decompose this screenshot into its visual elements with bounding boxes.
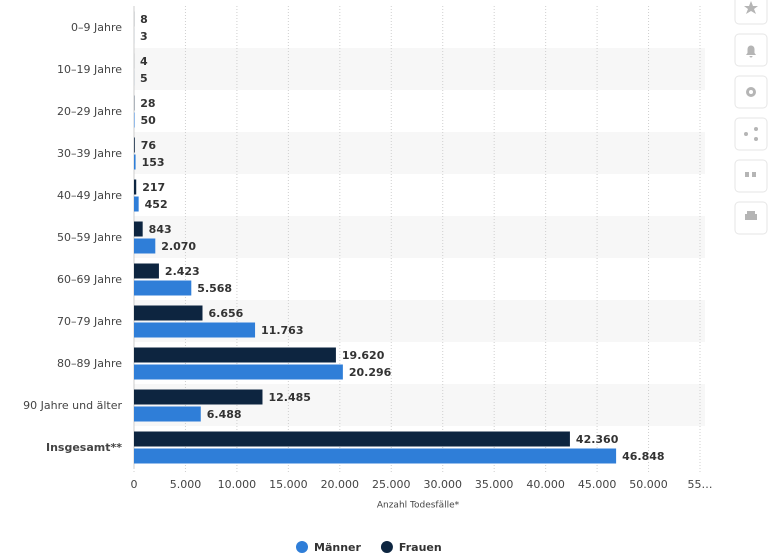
y-tick-label: 80–89 Jahre <box>57 357 122 370</box>
x-tick-label: 35.000 <box>475 478 514 491</box>
y-tick-label: 40–49 Jahre <box>57 189 122 202</box>
value-label: 11.763 <box>261 324 303 337</box>
value-label: 843 <box>149 223 172 236</box>
x-tick-label: 10.000 <box>218 478 257 491</box>
value-label: 20.296 <box>349 366 392 379</box>
x-tick-label: 20.000 <box>321 478 360 491</box>
bar <box>134 389 263 405</box>
value-label: 6.488 <box>207 408 242 421</box>
y-tick-label: 30–39 Jahre <box>57 147 122 160</box>
value-label: 6.656 <box>208 307 243 320</box>
bar <box>134 112 135 128</box>
bar <box>134 406 201 422</box>
x-tick-label: 45.000 <box>578 478 617 491</box>
row-band <box>134 48 705 90</box>
x-tick-label: 25.000 <box>372 478 411 491</box>
value-label: 5 <box>140 72 148 85</box>
y-tick-label: 90 Jahre und älter <box>23 399 122 412</box>
bar <box>134 263 159 279</box>
cite-button[interactable] <box>734 159 768 193</box>
x-tick-label: 40.000 <box>526 478 565 491</box>
bar <box>134 322 256 338</box>
legend-label: Männer <box>314 541 361 554</box>
value-label: 19.620 <box>342 349 385 362</box>
x-axis-label: Anzahl Todesfälle* <box>377 501 460 511</box>
value-label: 8 <box>140 13 148 26</box>
bar <box>134 448 617 464</box>
bar <box>134 137 135 153</box>
value-label: 46.848 <box>622 450 664 463</box>
row-band <box>134 132 705 174</box>
value-label: 12.485 <box>268 391 310 404</box>
value-label: 2.070 <box>161 240 196 253</box>
value-label: 42.360 <box>576 433 619 446</box>
bar <box>134 364 343 380</box>
y-tick-label: 70–79 Jahre <box>57 315 122 328</box>
y-tick-label: 20–29 Jahre <box>57 105 122 118</box>
value-label: 217 <box>142 181 165 194</box>
favorite-button[interactable] <box>734 0 768 25</box>
bar <box>134 221 143 237</box>
plot: 0 5.000 10.000 15.000 20.000 25.000 30.000 35.0… <box>23 6 713 554</box>
bar <box>134 347 336 363</box>
legend-marker <box>380 541 393 553</box>
bar <box>134 154 136 170</box>
legend-label: Frauen <box>399 541 442 554</box>
sidebar <box>734 0 768 235</box>
y-tick-label: 0–9 Jahre <box>71 21 122 34</box>
value-label: 2.423 <box>165 265 200 278</box>
x-tick-label: 0 <box>131 478 138 491</box>
sidebar-icons <box>744 1 758 220</box>
bar <box>134 196 139 212</box>
y-tick-label: Insgesamt** <box>46 441 122 454</box>
x-tick-label: 50.000 <box>629 478 668 491</box>
value-label: 76 <box>141 139 157 152</box>
value-label: 153 <box>142 156 165 169</box>
value-label: 28 <box>140 97 155 110</box>
bar <box>134 179 137 195</box>
bar <box>134 305 203 321</box>
value-label: 3 <box>140 30 148 43</box>
legend-marker <box>296 541 308 553</box>
row-band <box>134 216 705 258</box>
value-label: 452 <box>145 198 168 211</box>
bar <box>134 238 156 254</box>
share-button[interactable] <box>734 117 768 151</box>
bar <box>134 280 192 296</box>
x-tick-label: 15.000 <box>269 478 308 491</box>
value-label: 5.568 <box>197 282 232 295</box>
value-label: 4 <box>140 55 148 68</box>
bar <box>134 431 570 447</box>
y-tick-label: 10–19 Jahre <box>57 63 122 76</box>
x-tick-label: 55… <box>688 478 713 491</box>
y-tick-label: 50–59 Jahre <box>57 231 122 244</box>
x-tick-label: 5.000 <box>170 478 202 491</box>
x-tick-label: 30.000 <box>423 478 462 491</box>
value-label: 50 <box>141 114 157 127</box>
y-tick-label: 60–69 Jahre <box>57 273 122 286</box>
